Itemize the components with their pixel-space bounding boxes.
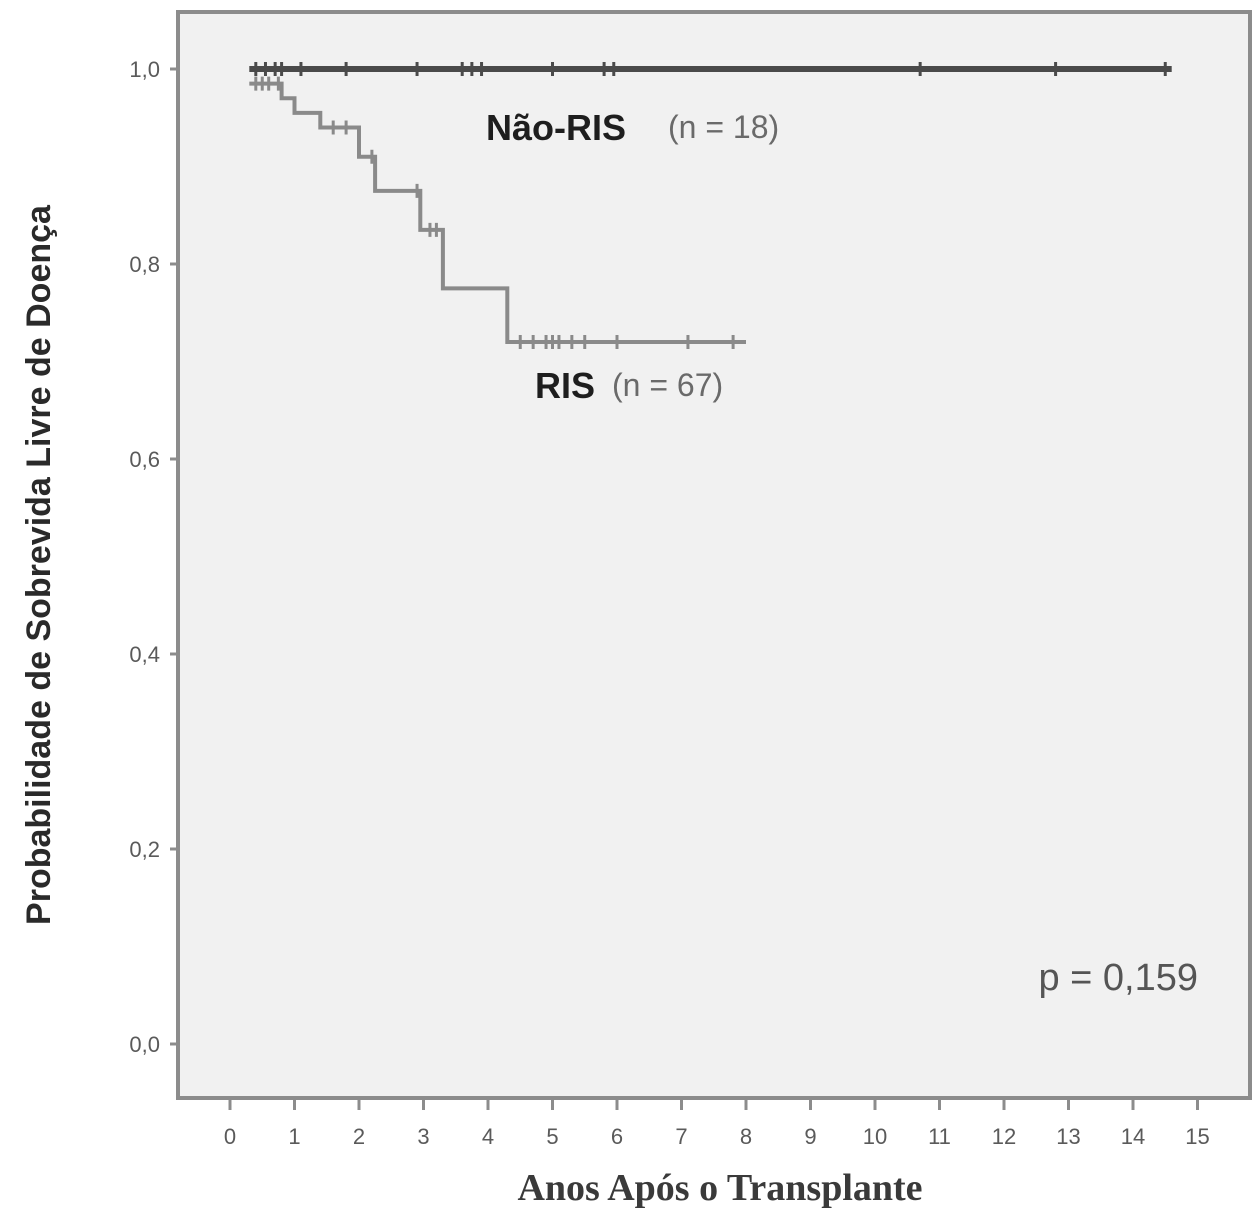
x-tick-label: 5 xyxy=(546,1124,558,1149)
y-tick-label: 1,0 xyxy=(129,57,160,82)
x-tick-label: 14 xyxy=(1121,1124,1145,1149)
x-axis: 0 1 2 3 4 5 6 7 8 9 10 11 12 13 14 15 xyxy=(224,1098,1210,1149)
series-label-ris: RIS xyxy=(535,365,595,406)
y-tick-label: 0,8 xyxy=(129,252,160,277)
y-tick-label: 0,6 xyxy=(129,447,160,472)
y-tick-label: 0,0 xyxy=(129,1032,160,1057)
x-tick-label: 10 xyxy=(863,1124,887,1149)
x-tick-label: 1 xyxy=(288,1124,300,1149)
x-tick-label: 8 xyxy=(740,1124,752,1149)
x-axis-title: Anos Após o Transplante xyxy=(517,1167,922,1209)
x-tick-label: 11 xyxy=(928,1124,951,1149)
x-tick-label: 2 xyxy=(353,1124,365,1149)
series-n-nao-ris: (n = 18) xyxy=(668,109,779,145)
x-tick-label: 3 xyxy=(417,1124,429,1149)
x-tick-label: 7 xyxy=(675,1124,687,1149)
series-label-nao-ris: Não-RIS xyxy=(486,107,626,148)
y-tick-label: 0,4 xyxy=(129,642,160,667)
x-tick-label: 9 xyxy=(804,1124,816,1149)
x-tick-label: 4 xyxy=(482,1124,494,1149)
p-value-annotation: p = 0,159 xyxy=(1038,957,1198,999)
series-layer xyxy=(249,62,1172,349)
x-tick-label: 0 xyxy=(224,1124,236,1149)
plot-area xyxy=(176,10,1252,1100)
series-n-ris: (n = 67) xyxy=(612,367,723,403)
x-tick-label: 12 xyxy=(992,1124,1016,1149)
x-tick-label: 6 xyxy=(611,1124,623,1149)
y-axis-title: Probabilidade de Sobrevida Livre de Doen… xyxy=(20,204,58,925)
x-tick-label: 15 xyxy=(1185,1124,1209,1149)
y-tick-label: 0,2 xyxy=(129,837,160,862)
series-line-ris xyxy=(249,81,746,344)
x-tick-label: 13 xyxy=(1056,1124,1080,1149)
y-axis: 0,0 0,2 0,4 0,6 0,8 1,0 xyxy=(129,57,178,1057)
